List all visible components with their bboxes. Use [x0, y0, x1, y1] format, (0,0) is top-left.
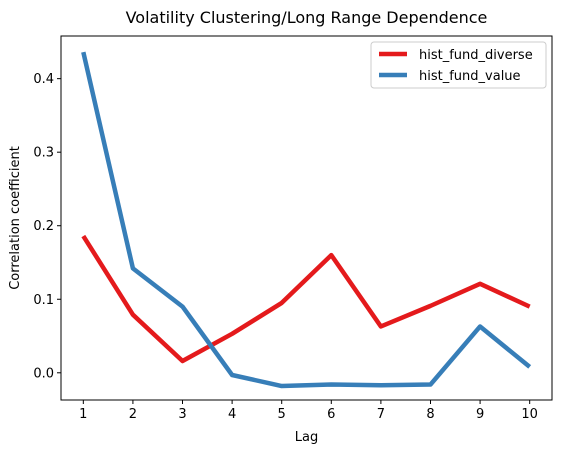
- x-tick-label: 2: [129, 407, 137, 422]
- legend: hist_fund_diverse hist_fund_value: [370, 41, 547, 89]
- y-tick-label: 0.2: [33, 219, 54, 234]
- x-tick-label: 7: [377, 407, 385, 422]
- x-axis-title: Lag: [295, 430, 318, 445]
- plot-area: [81, 51, 532, 389]
- x-tick-label: 1: [79, 407, 87, 422]
- chart-title: Volatility Clustering/Long Range Depende…: [126, 8, 488, 27]
- series-line-hist-fund-value: [81, 51, 532, 389]
- x-axis: 1 2 3 4 5 6 7 8 9 10: [79, 400, 538, 422]
- x-tick-label: 6: [327, 407, 335, 422]
- x-tick-label: 4: [228, 407, 236, 422]
- y-tick-label: 0.0: [33, 366, 54, 381]
- legend-label: hist_fund_value: [419, 69, 521, 84]
- y-axis: 0.0 0.1 0.2 0.3 0.4: [33, 72, 61, 381]
- y-tick-label: 0.4: [33, 72, 54, 87]
- y-tick-label: 0.3: [33, 146, 54, 161]
- x-tick-label: 10: [521, 407, 538, 422]
- x-tick-label: 9: [476, 407, 484, 422]
- y-axis-title: Correlation coefficient: [8, 146, 23, 290]
- series-line-hist-fund-diverse: [81, 234, 531, 364]
- y-tick-label: 0.1: [33, 293, 54, 308]
- legend-label: hist_fund_diverse: [419, 48, 533, 63]
- legend-box: [370, 41, 547, 89]
- x-tick-label: 3: [178, 407, 186, 422]
- plot-frame: [60, 35, 553, 401]
- x-tick-label: 5: [278, 407, 286, 422]
- x-tick-label: 8: [426, 407, 434, 422]
